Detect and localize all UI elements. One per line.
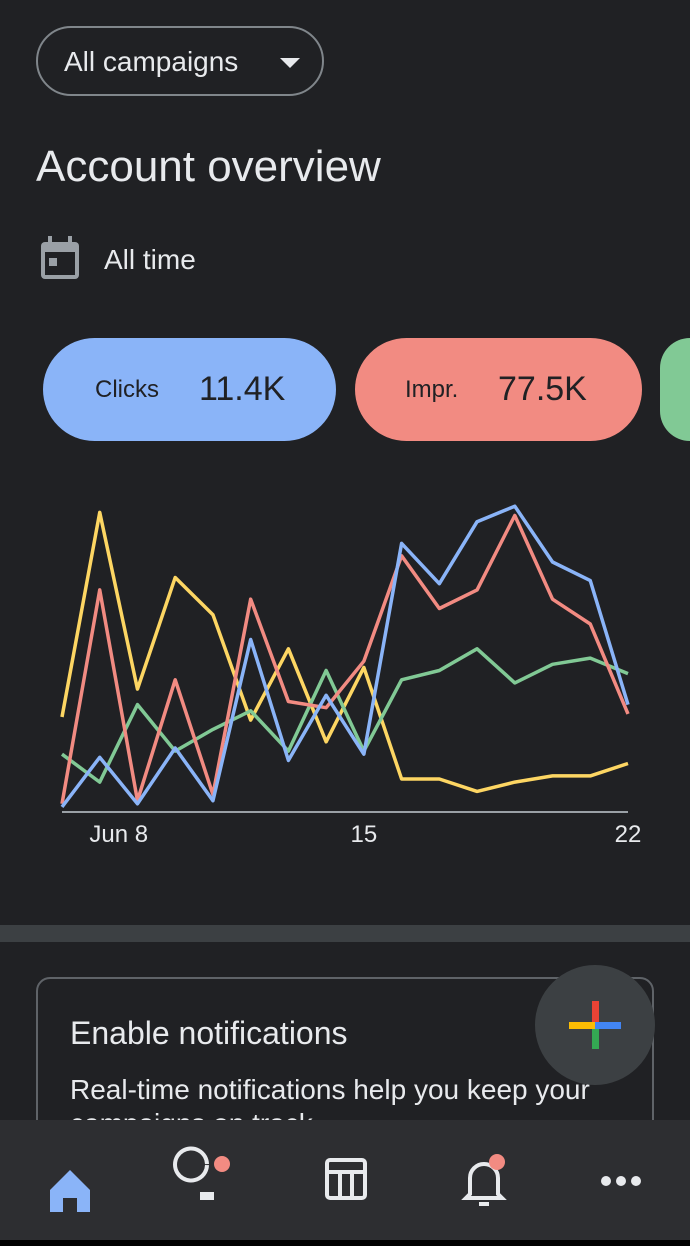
nav-icons xyxy=(50,1146,641,1212)
divider xyxy=(0,925,690,942)
system-bar xyxy=(0,1240,690,1246)
data-line xyxy=(60,647,629,784)
x-tick-label: 15 xyxy=(351,821,378,848)
chip-label: Impr. xyxy=(405,376,459,403)
dropdown-label: All campaigns xyxy=(64,46,239,77)
data-line xyxy=(60,510,629,794)
data-line xyxy=(60,513,630,805)
dropdown-arrow xyxy=(280,58,300,68)
alerts-icon[interactable] xyxy=(461,1154,507,1206)
chart: Jun 8 15 22 xyxy=(60,504,642,848)
insights-icon[interactable] xyxy=(173,1146,230,1201)
card-title: Enable notifications xyxy=(70,1015,348,1051)
chip-value: 77.5K xyxy=(498,370,587,408)
home-icon[interactable] xyxy=(50,1170,90,1212)
bottom-nav xyxy=(0,1120,690,1240)
data-line xyxy=(60,504,630,808)
campaign-dropdown[interactable]: All campaigns xyxy=(36,26,324,96)
chip-value: 11.4K xyxy=(199,370,286,408)
metric-chip[interactable]: Clicks 11.4K xyxy=(43,338,336,441)
x-tick-label: 22 xyxy=(615,821,642,848)
chip-label: Clicks xyxy=(95,376,159,403)
date-range[interactable]: All time xyxy=(104,244,196,275)
table-icon[interactable] xyxy=(325,1158,367,1200)
metric-chip[interactable] xyxy=(660,338,690,441)
metric-chip[interactable]: Impr. 77.5K xyxy=(355,338,642,441)
more-icon[interactable] xyxy=(601,1176,641,1186)
calendar-icon[interactable] xyxy=(38,236,82,282)
x-tick-label: Jun 8 xyxy=(89,821,148,848)
page-title: Account overview xyxy=(36,142,381,191)
add-button[interactable] xyxy=(535,965,655,1085)
